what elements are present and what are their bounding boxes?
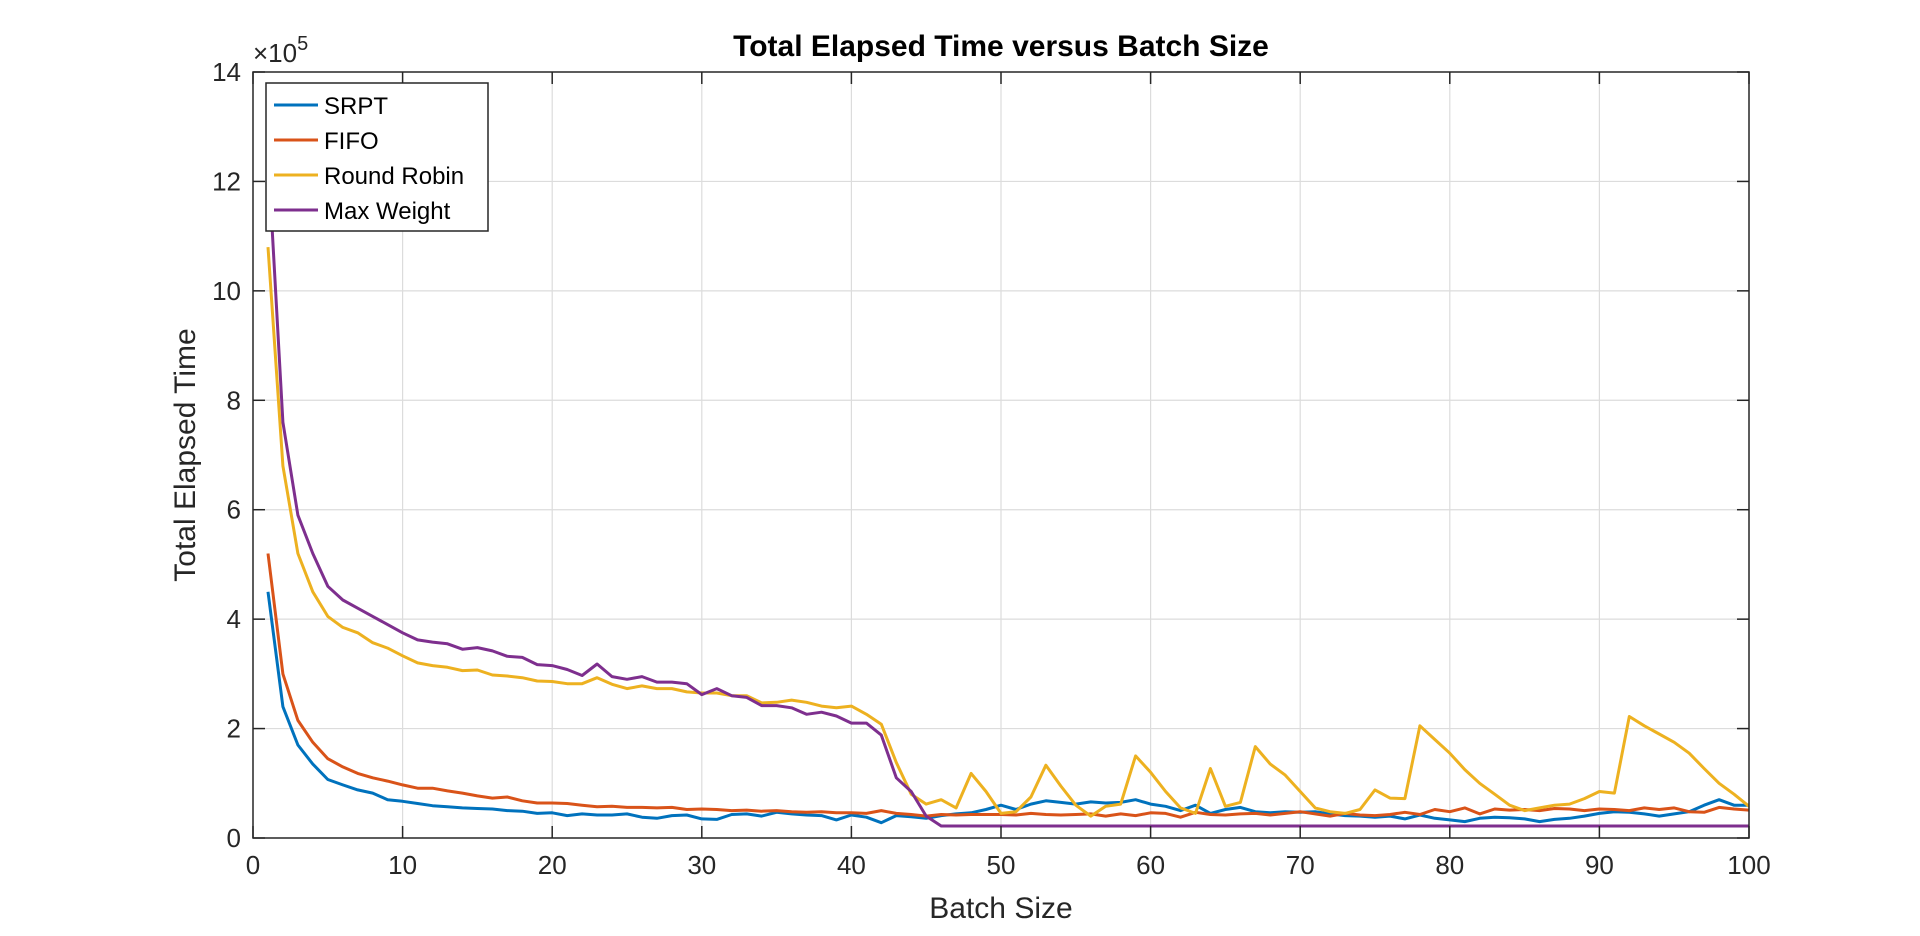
y-tick-label: 10 — [212, 276, 241, 306]
legend: SRPT FIFO Round Robin Max Weight — [265, 82, 489, 232]
legend-label-fifo: FIFO — [324, 128, 379, 155]
y-tick-label: 2 — [227, 714, 241, 744]
x-tick-label: 80 — [1435, 850, 1464, 880]
x-tick-label: 100 — [1727, 850, 1770, 880]
y-tick-label: 14 — [212, 57, 241, 87]
y-tick-label: 4 — [227, 604, 241, 634]
y-exponent-power: 5 — [297, 33, 308, 55]
y-tick-labels: 0 2 4 6 8 10 12 14 — [212, 57, 241, 853]
x-tick-label: 40 — [837, 850, 866, 880]
x-tick-label: 50 — [987, 850, 1016, 880]
legend-label-srpt: SRPT — [324, 93, 388, 120]
series-line-round-robin — [266, 246, 1749, 818]
chart-title: Total Elapsed Time versus Batch Size — [733, 30, 1269, 63]
series-line-srpt — [266, 591, 1749, 825]
x-tick-label: 70 — [1286, 850, 1315, 880]
grid-lines — [253, 72, 1749, 838]
y-axis-label: Total Elapsed Time — [169, 328, 202, 581]
series-line-fifo — [266, 553, 1749, 819]
x-tick-label: 0 — [246, 850, 260, 880]
x-axis-label: Batch Size — [929, 892, 1072, 925]
y-axis-exponent: ×105 — [253, 33, 308, 68]
y-tick-label: 6 — [227, 495, 241, 525]
legend-box — [265, 82, 489, 232]
legend-label-round-robin: Round Robin — [324, 163, 464, 190]
x-tick-label: 30 — [687, 850, 716, 880]
y-exponent-base: ×10 — [253, 38, 297, 68]
x-tick-label: 10 — [388, 850, 417, 880]
x-tick-labels: 0 10 20 30 40 50 60 70 80 90 100 — [246, 850, 1771, 880]
legend-label-max-weight: Max Weight — [324, 198, 451, 225]
y-tick-label: 0 — [227, 823, 241, 853]
x-tick-label: 20 — [538, 850, 567, 880]
x-tick-label: 60 — [1136, 850, 1165, 880]
series-layer — [266, 154, 1749, 828]
series-line-max-weight — [266, 154, 1749, 828]
y-tick-label: 12 — [212, 166, 241, 196]
y-tick-label: 8 — [227, 385, 241, 415]
tick-marks — [252, 71, 1750, 839]
x-tick-label: 90 — [1585, 850, 1614, 880]
